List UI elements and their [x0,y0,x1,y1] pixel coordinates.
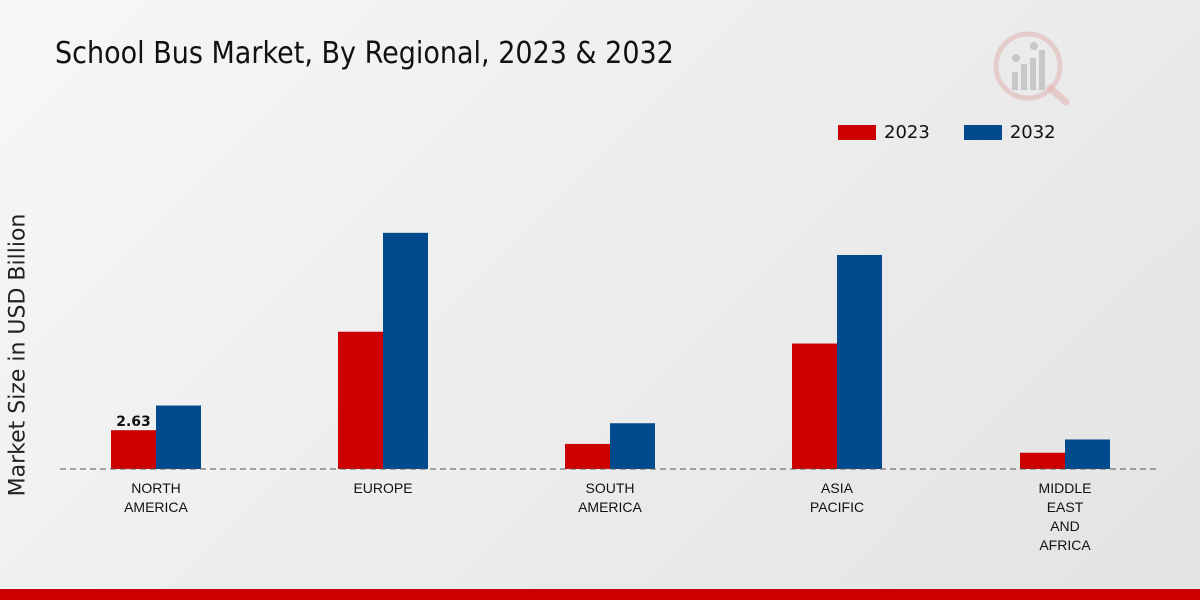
legend-swatch-2032 [963,125,1002,140]
bar-2032-europe [383,232,428,469]
x-tick-label-north-america-0: NORTH [131,480,181,496]
x-tick-label-middle-east-and-africa-3: AFRICA [1039,537,1091,553]
x-tick-label-south-america-1: AMERICA [578,499,642,515]
bar-2023-asia-pacific [792,343,837,469]
data-label-2023-north-america: 2.63 [116,414,151,430]
legend-label-2023: 2023 [884,122,930,143]
bar-2032-middle-east-and-africa [1065,439,1110,469]
x-tick-label-middle-east-and-africa-1: EAST [1047,499,1084,515]
x-tick-label-middle-east-and-africa-2: AND [1050,518,1080,534]
legend-label-2032: 2032 [1009,122,1056,143]
bottom-accent-bar [0,589,1200,600]
x-tick-label-asia-pacific-0: ASIA [821,480,854,496]
bar-2023-south-america [565,443,610,469]
legend-item-2032: 2032 [963,122,1056,143]
bar-2023-europe [338,331,383,469]
chart-title: School Bus Market, By Regional, 2023 & 2… [55,36,674,71]
x-tick-label-north-america-1: AMERICA [124,499,188,515]
bar-2023-middle-east-and-africa [1020,452,1065,469]
x-tick-label-south-america-0: SOUTH [586,480,635,496]
bar-2032-north-america [156,405,201,469]
bar-2032-asia-pacific [837,254,882,469]
legend-item-2023: 2023 [838,122,930,143]
bar-2023-north-america [111,430,156,469]
x-tick-label-asia-pacific-1: PACIFIC [810,499,864,515]
x-tick-label-middle-east-and-africa-0: MIDDLE [1039,480,1092,496]
legend-swatch-2023 [838,125,876,140]
legend: 2023 2032 [838,122,1090,143]
brand-logo-icon [993,31,1070,106]
x-tick-label-europe-0: EUROPE [353,480,412,496]
bar-2032-south-america [610,423,655,469]
